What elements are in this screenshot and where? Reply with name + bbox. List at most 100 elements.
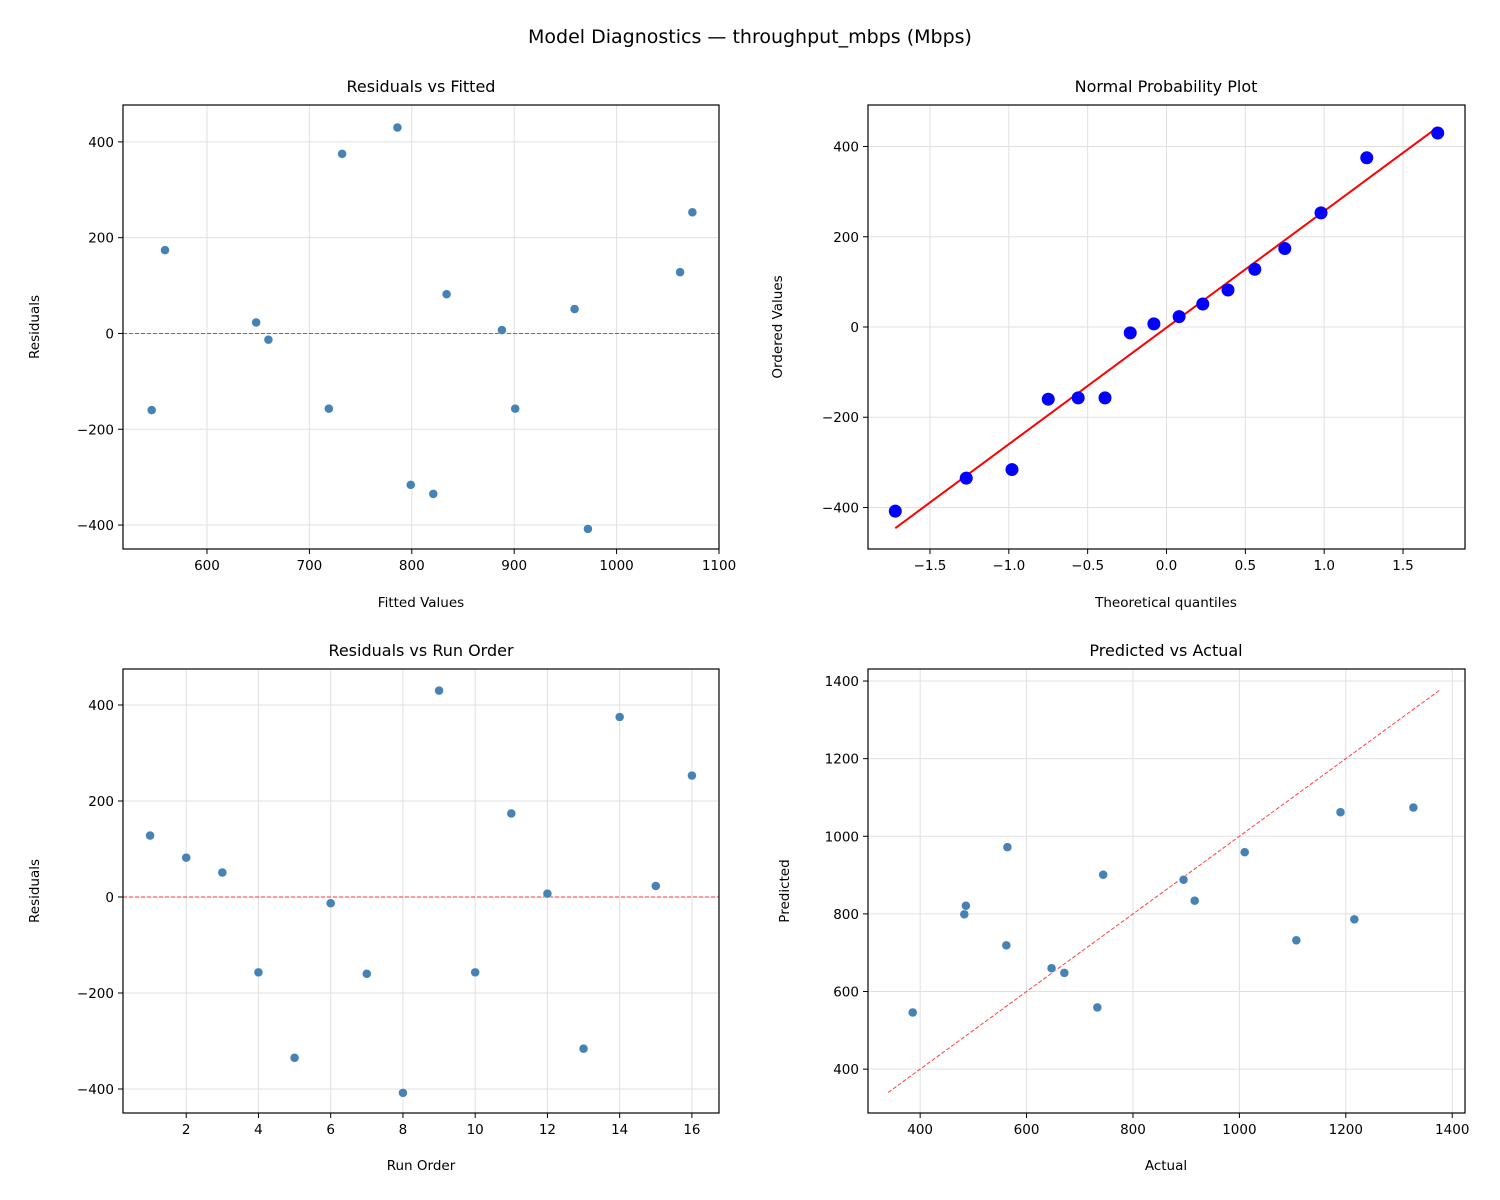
data-point — [160, 245, 170, 255]
data-point — [324, 403, 334, 414]
data-point — [1431, 126, 1445, 140]
y-tick-label: 200 — [88, 231, 114, 247]
x-tick-label: 12 — [539, 1122, 556, 1138]
data-point — [1278, 241, 1292, 255]
x-axis-label: Fitted Values — [378, 595, 464, 611]
data-point — [325, 898, 336, 908]
data-point — [1005, 463, 1019, 477]
panel-title: Predicted vs Actual — [1089, 641, 1242, 660]
data-point — [337, 149, 347, 159]
y-tick-label: 400 — [88, 698, 114, 714]
data-point — [1059, 968, 1070, 978]
y-tick-label: −200 — [77, 422, 114, 438]
data-point — [251, 317, 261, 328]
figure-suptitle: Model Diagnostics — throughput_mbps (Mbp… — [528, 26, 972, 48]
panel-predicted-vs-actual: Predicted vs Actual Actual Predicted 400… — [777, 641, 1469, 1174]
data-point — [289, 1053, 300, 1063]
x-tick-label: 4 — [254, 1122, 263, 1138]
data-point — [583, 524, 593, 534]
data-point — [542, 888, 553, 899]
x-tick-label: 1.0 — [1313, 558, 1334, 574]
x-tick-label: −1.5 — [914, 558, 947, 574]
data-point — [1221, 283, 1235, 297]
y-tick-label: 0 — [850, 320, 859, 336]
y-tick-label: 600 — [833, 985, 859, 1001]
panel-title: Normal Probability Plot — [1075, 77, 1258, 96]
data-point — [578, 1043, 589, 1054]
axes-frame — [122, 668, 720, 1114]
x-tick-label: 0.0 — [1156, 558, 1177, 574]
data-point — [398, 1088, 408, 1098]
data-point — [651, 881, 661, 891]
x-tick-label: 1000 — [599, 558, 633, 574]
data-point — [263, 334, 274, 345]
data-point — [497, 325, 507, 335]
y-tick-label: −200 — [822, 410, 859, 426]
y-tick-label: 200 — [833, 230, 859, 246]
data-point — [1196, 297, 1210, 311]
y-axis-label: Predicted — [777, 859, 793, 922]
x-tick-label: 14 — [611, 1122, 628, 1138]
data-point — [181, 852, 191, 863]
y-tick-label: −400 — [77, 518, 114, 534]
data-point — [1147, 317, 1161, 331]
y-tick-label: 400 — [833, 140, 859, 156]
x-tick-label: 600 — [1014, 1122, 1040, 1138]
x-tick-label: −1.0 — [992, 558, 1025, 574]
y-tick-label: 800 — [833, 907, 859, 923]
data-point — [1360, 151, 1374, 165]
data-point — [1335, 807, 1346, 817]
y-axis-label: Residuals — [27, 295, 43, 359]
data-point — [506, 808, 517, 819]
data-point — [362, 969, 372, 979]
x-tick-label: 400 — [907, 1122, 933, 1138]
data-point — [441, 289, 452, 299]
x-axis-label: Run Order — [387, 1158, 456, 1174]
x-tick-label: 1100 — [702, 558, 736, 574]
data-point — [961, 900, 971, 911]
panel-residuals-vs-run-order: Residuals vs Run Order Run Order Residua… — [27, 641, 720, 1174]
x-axis-label: Theoretical quantiles — [1094, 595, 1237, 611]
data-point — [253, 967, 264, 978]
x-tick-label: 600 — [194, 558, 220, 574]
x-tick-label: 900 — [501, 558, 527, 574]
data-point — [1189, 895, 1200, 906]
data-point — [569, 304, 580, 314]
x-tick-label: 6 — [326, 1122, 335, 1138]
y-tick-label: −400 — [822, 500, 859, 516]
x-tick-label: 1000 — [1222, 1122, 1256, 1138]
data-point — [888, 504, 902, 518]
x-tick-label: 1400 — [1435, 1122, 1469, 1138]
panel-title: Residuals vs Fitted — [347, 77, 496, 96]
data-point — [1092, 1002, 1103, 1013]
x-tick-label: −0.5 — [1071, 558, 1104, 574]
y-tick-label: 1400 — [825, 674, 859, 690]
y-tick-label: 1000 — [825, 829, 859, 845]
data-point — [687, 770, 697, 781]
data-point — [1178, 874, 1189, 885]
data-point — [406, 480, 416, 490]
data-point — [1002, 842, 1013, 852]
y-tick-label: −200 — [77, 986, 114, 1002]
y-tick-label: 200 — [88, 794, 114, 810]
x-tick-label: 2 — [182, 1122, 191, 1138]
y-tick-label: 400 — [833, 1062, 859, 1078]
data-point — [1098, 869, 1108, 880]
data-point — [1071, 391, 1085, 405]
data-point — [959, 471, 973, 485]
x-tick-label: 1.5 — [1392, 558, 1413, 574]
y-axis-label: Ordered Values — [770, 275, 786, 378]
data-point — [687, 207, 698, 218]
data-point — [1248, 262, 1262, 276]
y-tick-label: 0 — [105, 326, 114, 342]
data-point — [470, 967, 480, 978]
data-point — [217, 867, 228, 878]
identity-reference-line — [887, 689, 1441, 1093]
x-tick-label: 10 — [467, 1122, 484, 1138]
x-tick-label: 800 — [399, 558, 425, 574]
axes-frame — [867, 668, 1466, 1114]
data-point — [1172, 310, 1186, 324]
panel-residuals-vs-fitted: Residuals vs Fitted Fitted Values Residu… — [27, 77, 736, 611]
data-point — [428, 489, 439, 499]
